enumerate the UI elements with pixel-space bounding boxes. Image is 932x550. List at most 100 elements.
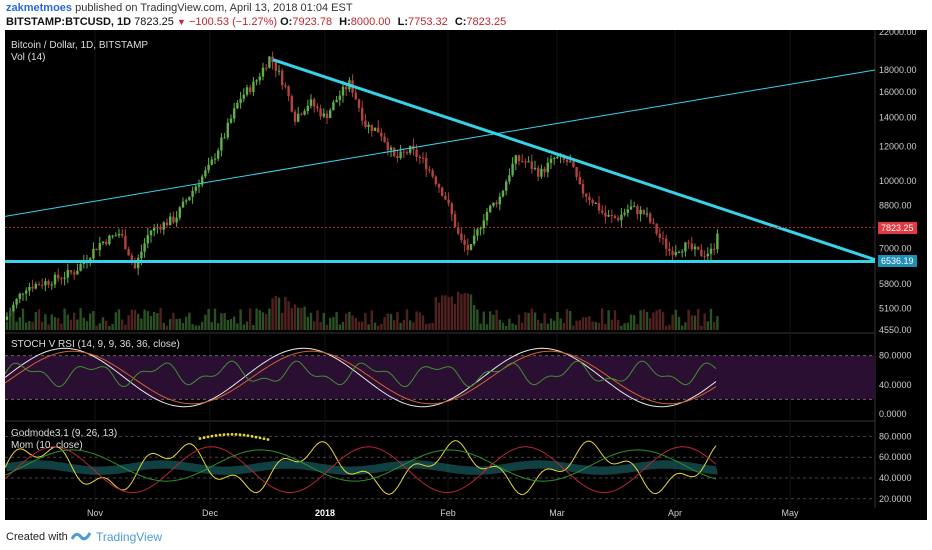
volume-bar — [655, 310, 658, 330]
volume-bar — [537, 319, 540, 330]
volume-bar — [130, 309, 133, 330]
volume-bar — [300, 308, 303, 330]
godmode-dot — [258, 436, 262, 440]
godmode-dot — [242, 433, 246, 437]
volume-bar — [716, 316, 719, 330]
volume-bar — [185, 316, 188, 330]
candle-body — [709, 248, 713, 254]
volume-bar — [156, 313, 159, 330]
candle-body — [319, 108, 322, 117]
candle-body — [421, 157, 425, 159]
candle-body — [37, 284, 41, 286]
volume-bar — [709, 308, 713, 330]
chart-svg[interactable]: 22000.00 18000.00 16000.00 14000.00 12000.00… — [5, 30, 927, 520]
candle-body — [505, 181, 508, 191]
candle-body — [639, 209, 642, 215]
volume-bar — [217, 323, 220, 330]
candle-body — [57, 274, 60, 279]
volume-bar — [79, 308, 82, 330]
volume-bar — [677, 316, 681, 330]
volume-bar — [319, 321, 322, 330]
volume-bar — [495, 309, 498, 330]
candle-body — [495, 202, 498, 205]
volume-bar — [633, 315, 636, 330]
candle-body — [159, 226, 162, 230]
candle-body — [338, 95, 341, 101]
candle-body — [287, 86, 290, 97]
candle-body — [329, 110, 332, 119]
volume-bar — [713, 322, 716, 330]
godmode-dot — [246, 434, 250, 438]
candle-body — [316, 106, 319, 109]
candle-body — [652, 222, 655, 224]
volume-bar — [581, 317, 585, 330]
volume-bar — [703, 313, 706, 330]
candle-body — [588, 196, 591, 201]
volume-bar — [629, 314, 633, 330]
volume-bar — [281, 312, 284, 330]
volume-bar — [169, 318, 172, 330]
candle-body — [233, 108, 236, 119]
open-value: 7923.78 — [292, 16, 333, 28]
candle-body — [444, 195, 447, 200]
godmode-cloud — [5, 460, 718, 475]
volume-bar — [252, 325, 255, 330]
stoch-y-tick: 80.0000 — [879, 351, 912, 361]
close-value: 7823.25 — [466, 16, 507, 28]
candle-body — [290, 96, 293, 112]
candle-body — [693, 246, 697, 250]
volume-bar — [287, 301, 290, 330]
candle-body — [450, 203, 453, 215]
volume-bar — [617, 320, 620, 330]
volume-bar — [233, 316, 236, 330]
candle-body — [399, 151, 402, 159]
candle-body — [469, 244, 473, 250]
candle-body — [322, 113, 325, 117]
volume-bar — [322, 312, 325, 330]
candle-body — [172, 216, 175, 223]
volume-bar — [188, 312, 191, 330]
volume-bar — [354, 317, 357, 330]
candle-body — [274, 62, 277, 71]
chart-canvas[interactable]: 22000.00 18000.00 16000.00 14000.00 12000.00… — [5, 30, 927, 520]
volume-bar — [313, 321, 316, 330]
volume-bar — [175, 318, 178, 330]
candle-body — [405, 152, 409, 154]
chart-header: zakmetmoes published on TradingView.com,… — [0, 0, 932, 30]
candle-body — [354, 92, 357, 100]
candle-body — [601, 210, 604, 213]
volume-bar — [105, 320, 108, 330]
volume-bar — [89, 313, 92, 330]
published-text: published on TradingView.com, April 13, … — [75, 2, 353, 14]
volume-bar — [597, 322, 601, 330]
candle-body — [530, 161, 533, 169]
candle-body — [537, 167, 540, 177]
volume-bar — [588, 316, 591, 330]
tradingview-brand[interactable]: TradingView — [96, 530, 163, 544]
volume-bar — [191, 324, 194, 330]
close-label: C: — [454, 16, 467, 28]
volume-bar — [546, 323, 549, 330]
volume-bar — [316, 310, 319, 330]
volume-bar — [178, 318, 181, 330]
candle-body — [415, 149, 418, 157]
stoch-pane-title: STOCH V RSI (14, 9, 9, 36, 36, close) — [11, 339, 180, 350]
candle-body — [213, 158, 217, 160]
volume-bar — [405, 309, 409, 330]
godmode-dot — [238, 433, 242, 437]
volume-bar — [341, 321, 345, 330]
volume-bar — [306, 316, 309, 330]
volume-bar — [268, 308, 271, 330]
volume-bar — [591, 321, 594, 330]
volume-bar — [377, 325, 380, 330]
volume-bar — [450, 296, 453, 330]
candle-body — [409, 145, 412, 153]
volume-bar — [565, 309, 569, 330]
godmode-dot — [226, 432, 230, 436]
volume-bar — [329, 317, 332, 330]
volume-bar — [498, 319, 501, 330]
author-link[interactable]: zakmetmoes — [6, 2, 73, 14]
x-tick-label: Mar — [549, 508, 565, 518]
candle-body — [34, 284, 37, 289]
candle-body — [127, 249, 130, 256]
